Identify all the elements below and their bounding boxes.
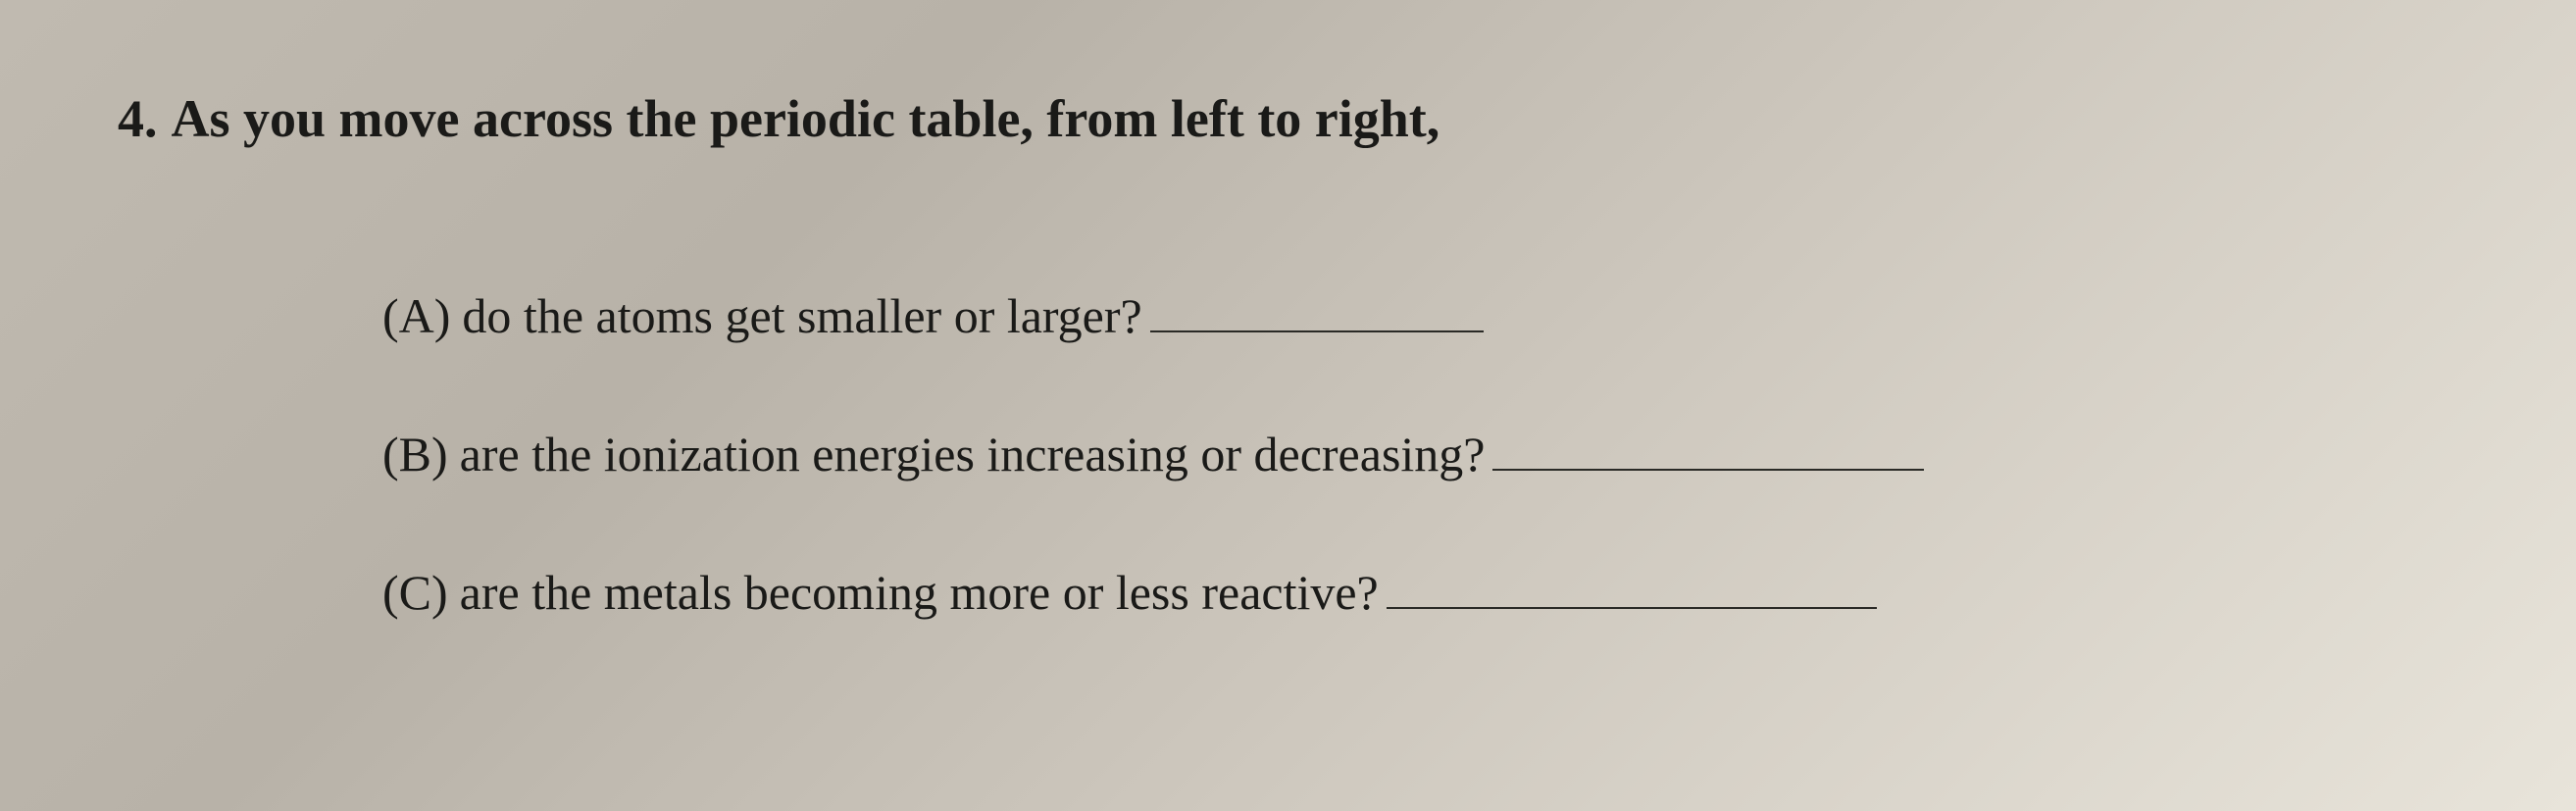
option-c: (C) are the metals becoming more or less… (382, 553, 2458, 621)
option-b: (B) are the ionization energies increasi… (382, 415, 2458, 482)
answer-blank-a[interactable] (1150, 277, 1484, 332)
question-text: As you move across the periodic table, f… (172, 88, 1440, 149)
option-text: are the metals becoming more or less rea… (460, 564, 1379, 621)
option-a: (A) do the atoms get smaller or larger? (382, 277, 2458, 344)
option-text: are the ionization energies increasing o… (460, 426, 1486, 482)
question-line: 4. As you move across the periodic table… (118, 88, 2458, 149)
worksheet-page: 4. As you move across the periodic table… (0, 0, 2576, 750)
options-list: (A) do the atoms get smaller or larger? … (118, 277, 2458, 621)
answer-blank-c[interactable] (1387, 553, 1877, 609)
option-label: (B) (382, 426, 448, 482)
option-label: (A) (382, 287, 450, 344)
answer-blank-b[interactable] (1492, 415, 1924, 471)
question-number: 4. (118, 88, 158, 149)
option-label: (C) (382, 564, 448, 621)
option-text: do the atoms get smaller or larger? (462, 287, 1141, 344)
